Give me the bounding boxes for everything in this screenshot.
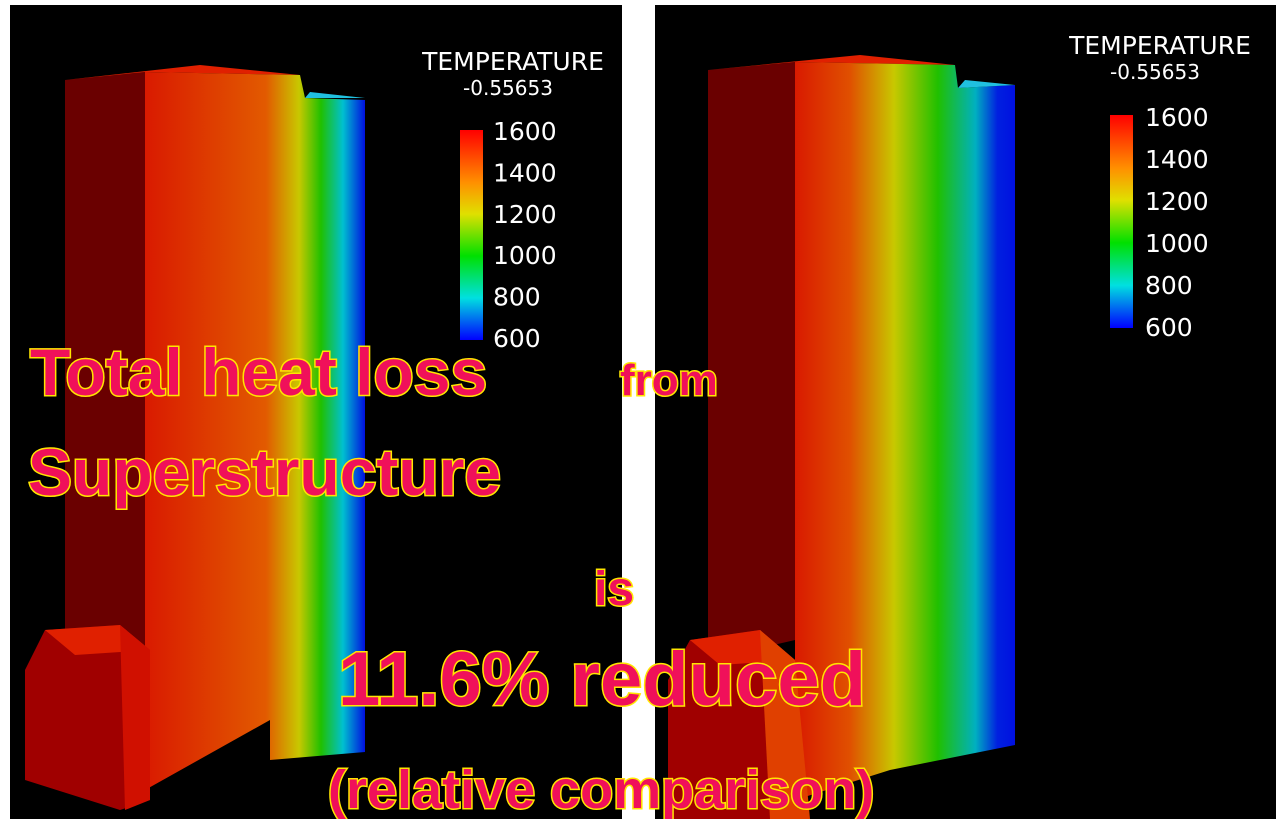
legend-tick-label: 1200 bbox=[493, 200, 557, 229]
color-bar bbox=[460, 130, 483, 340]
legend-tick-label: 1000 bbox=[1145, 229, 1209, 258]
right-model bbox=[668, 55, 1015, 819]
legend-subtitle: -0.55653 bbox=[463, 76, 553, 100]
overlay-line: 11.6% reduced bbox=[338, 637, 866, 722]
overlay-line: Total heat loss bbox=[30, 335, 487, 409]
legend-tick-label: 1000 bbox=[493, 241, 557, 270]
overlay-text: Total heat loss from Superstructure is 1… bbox=[27, 334, 876, 819]
legend-tick-label: 1400 bbox=[493, 158, 557, 187]
legend-tick-label: 1200 bbox=[1145, 187, 1209, 216]
legend-tick-label: 1600 bbox=[493, 117, 557, 146]
legend-tick-label: 800 bbox=[1145, 271, 1193, 300]
legend-tick-label: 600 bbox=[1145, 313, 1193, 342]
overlay-line: Superstructure bbox=[28, 435, 501, 509]
legend-subtitle: -0.55653 bbox=[1110, 60, 1200, 84]
legend-title: TEMPERATURE bbox=[421, 47, 604, 76]
legend-tick-label: 1400 bbox=[1145, 145, 1209, 174]
legend-tick-label: 1600 bbox=[1145, 103, 1209, 132]
legend-tick-label: 600 bbox=[493, 324, 541, 353]
legend-tick-label: 800 bbox=[493, 283, 541, 312]
overlay-line: from bbox=[620, 356, 718, 405]
left-model bbox=[25, 65, 365, 810]
overlay-line: (relative comparison) bbox=[328, 760, 874, 819]
color-bar bbox=[1110, 115, 1133, 328]
legend-title: TEMPERATURE bbox=[1068, 31, 1251, 60]
overlay-line: is bbox=[594, 563, 634, 616]
